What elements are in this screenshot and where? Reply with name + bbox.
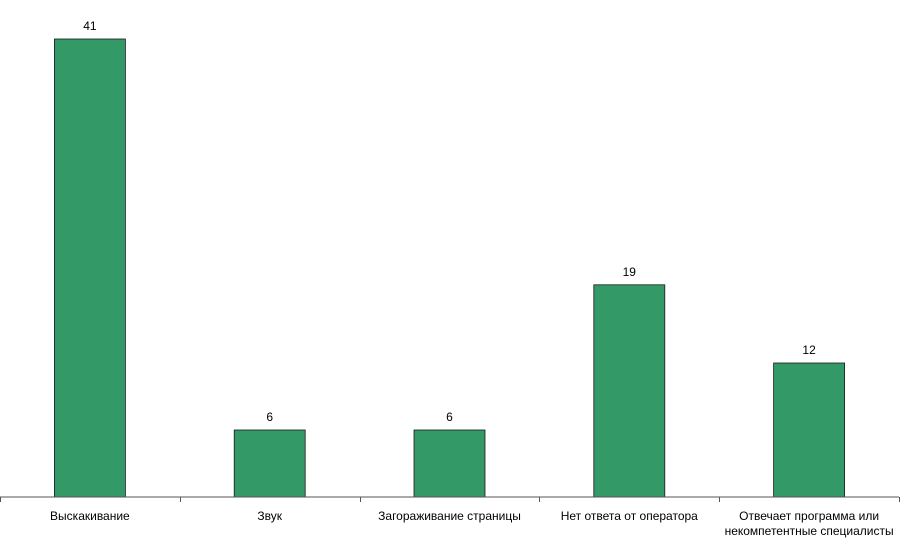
category-label: Звук — [257, 509, 282, 523]
category-label-line: Загораживание страницы — [378, 509, 521, 523]
category-label: Отвечает программа или некомпетентные спе… — [725, 509, 894, 538]
category-label: Выскакивание — [50, 509, 130, 523]
category-label-line: Отвечает программа или — [739, 509, 879, 523]
bar — [413, 429, 486, 498]
bar-value-label: 19 — [623, 265, 637, 279]
bar — [593, 284, 666, 498]
category-label-line: Звук — [257, 509, 282, 523]
bar-value-label: 41 — [83, 19, 97, 33]
category-label-line: Выскакивание — [50, 509, 130, 523]
bar-value-label: 6 — [266, 410, 273, 424]
category-label-line: некомпетентные специалисты — [725, 524, 894, 538]
bars-group — [54, 38, 845, 498]
bar — [773, 362, 845, 498]
category-label: Нет ответа от оператора — [561, 509, 698, 523]
x-axis-ticks — [0, 497, 900, 502]
bar — [233, 429, 306, 498]
bar-value-label: 6 — [446, 410, 453, 424]
category-label: Загораживание страницы — [378, 509, 521, 523]
bar — [54, 38, 126, 498]
category-labels-group: Выскакивание Звук Загораживание страницы Не… — [50, 509, 894, 538]
bar-value-label: 12 — [802, 343, 816, 357]
category-label-line: Нет ответа от оператора — [561, 509, 698, 523]
value-labels-group: 41 6 6 19 12 — [83, 19, 816, 424]
